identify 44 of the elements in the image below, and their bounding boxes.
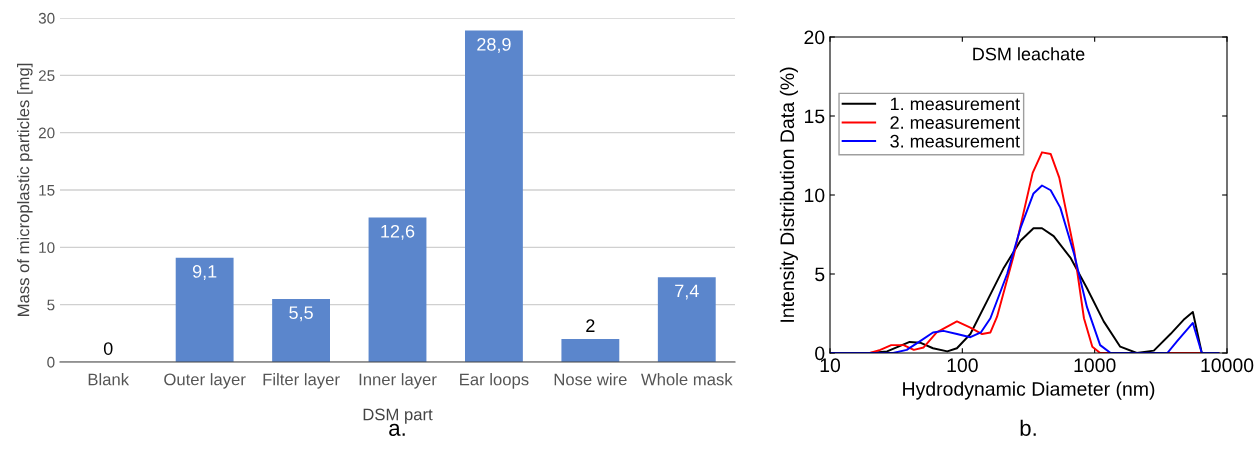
x-tick-label: Nose wire: [554, 373, 627, 386]
data-label: 7,4: [675, 284, 699, 300]
x-tick-label: Outer layer: [164, 373, 246, 389]
x-tick-label: Ear loops: [460, 373, 529, 389]
y-tick-label: 30: [38, 12, 55, 24]
legend-label: 3. measurement: [890, 134, 1020, 148]
legend-label: 2. measurement: [890, 116, 1020, 129]
x-axis-title: DSM part: [363, 408, 433, 424]
y-tick-label: 20: [804, 30, 825, 45]
y-tick-label: 25: [38, 70, 55, 82]
y-tick-label: 10: [39, 242, 55, 254]
chart-title: DSM leachate: [973, 47, 1085, 61]
bar: [657, 277, 716, 362]
y-axis-title: Intensity Distribution Data (%): [779, 67, 798, 322]
data-label: 28,9: [477, 37, 511, 53]
x-tick-label: 1000: [1074, 358, 1116, 373]
bar: [561, 339, 620, 362]
y-tick-label: 20: [38, 127, 55, 139]
x-tick-label: Inner layer: [359, 373, 437, 389]
y-tick-label: 15: [39, 185, 55, 196]
legend-label: 1. measurement: [890, 97, 1020, 111]
data-label: 0: [103, 342, 113, 355]
data-label: 9,1: [192, 265, 217, 280]
y-axis-title: Mass of microplastic particles [mg]: [17, 63, 33, 316]
x-tick-label: Filter layer: [263, 373, 340, 389]
y-tick-label: 5: [47, 299, 55, 311]
y-tick-label: 10: [805, 188, 825, 203]
data-label: 12,6: [381, 224, 415, 240]
y-tick-label: 0: [47, 356, 55, 368]
x-tick-label: Whole mask: [641, 373, 733, 386]
x-axis-title: Hydrodynamic Diameter (nm): [903, 381, 1155, 400]
bar: [465, 30, 523, 362]
y-tick-label: 5: [815, 267, 825, 282]
data-label: 5,5: [289, 306, 313, 322]
bar: [272, 298, 330, 362]
x-tick-label: 100: [947, 358, 978, 373]
data-label: 2: [586, 319, 595, 332]
text: b.: [1020, 419, 1036, 436]
bar: [368, 217, 427, 362]
y-tick-label: 15: [805, 109, 825, 124]
bar: [175, 257, 234, 362]
x-tick-label: 10000: [1201, 358, 1254, 373]
text: a.: [389, 423, 405, 436]
x-tick-label: Blank: [88, 373, 130, 386]
